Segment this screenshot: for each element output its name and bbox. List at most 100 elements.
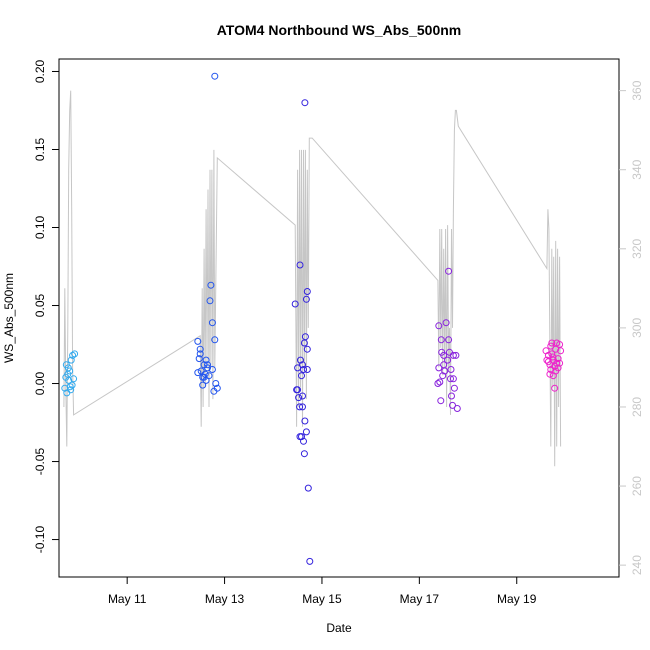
- data-point: [64, 364, 72, 372]
- data-point: [298, 372, 305, 380]
- data-point: [449, 375, 457, 383]
- y-axis: -0.10 -0.05 0.00 0.05 0.10 0.15 0.20: [33, 59, 59, 553]
- data-point: [450, 384, 458, 392]
- data-point: [194, 369, 202, 377]
- data-point: [67, 356, 75, 364]
- data-point: [554, 364, 562, 372]
- data-point: [543, 356, 551, 364]
- plot-frame: [58, 58, 620, 578]
- y-tick-label: 0.05: [33, 294, 47, 318]
- data-point: [196, 350, 204, 358]
- y2-tick-label: 320: [630, 238, 644, 258]
- data-point: [66, 383, 74, 391]
- y-tick-label: 0.15: [33, 137, 47, 161]
- line-series-layer: [63, 90, 562, 467]
- y2-tick-label: 260: [630, 476, 644, 496]
- data-point: [442, 319, 450, 327]
- data-point: [205, 372, 213, 380]
- data-point: [208, 366, 216, 373]
- x-tick-label: May 13: [205, 592, 245, 606]
- data-point: [299, 403, 306, 411]
- data-point: [439, 372, 447, 380]
- x-axis: May 11 May 13 May 15 May 17 May 19: [108, 577, 537, 606]
- data-point: [299, 361, 306, 369]
- data-point: [301, 99, 309, 107]
- data-point: [445, 336, 453, 344]
- data-point: [206, 297, 214, 305]
- data-point: [195, 355, 203, 363]
- data-point: [70, 375, 78, 383]
- y-tick-label: 0.20: [33, 59, 47, 83]
- line-series: [63, 90, 562, 467]
- data-point: [434, 380, 442, 387]
- data-point: [547, 342, 555, 350]
- data-point: [435, 322, 443, 330]
- data-point: [299, 392, 306, 400]
- data-point: [301, 417, 309, 425]
- data-point: [62, 373, 70, 381]
- data-point: [194, 337, 202, 345]
- data-point: [300, 437, 307, 445]
- data-point: [556, 341, 564, 348]
- data-point: [303, 345, 311, 353]
- y2-tick-label: 300: [630, 318, 644, 338]
- data-point: [437, 336, 445, 344]
- data-point: [294, 364, 302, 372]
- data-point: [302, 428, 310, 436]
- data-point: [207, 281, 215, 289]
- data-point: [293, 386, 301, 394]
- data-point: [445, 267, 453, 275]
- data-point: [549, 353, 557, 361]
- data-point: [200, 373, 208, 381]
- data-point: [306, 557, 314, 565]
- data-point: [300, 339, 308, 347]
- data-point: [549, 372, 557, 380]
- data-point: [212, 380, 220, 387]
- data-point: [447, 366, 455, 373]
- data-point: [553, 359, 561, 367]
- chart-title: ATOM4 Northbound WS_Abs_500nm: [217, 22, 462, 38]
- data-point: [448, 392, 455, 400]
- data-point: [208, 319, 216, 327]
- data-point: [453, 405, 461, 412]
- y-tick-label: 0.10: [33, 216, 47, 240]
- data-point: [204, 361, 211, 369]
- data-point: [196, 345, 204, 353]
- data-point: [444, 356, 452, 364]
- data-point: [297, 356, 304, 364]
- data-point: [436, 378, 444, 386]
- data-point: [437, 397, 445, 405]
- data-point: [303, 288, 311, 295]
- scatter-points-layer: [61, 72, 565, 565]
- data-point: [449, 401, 456, 409]
- y-tick-label: -0.05: [33, 448, 47, 476]
- data-point: [441, 367, 449, 375]
- x-tick-label: May 19: [497, 592, 537, 606]
- data-point: [67, 386, 75, 394]
- data-point: [546, 370, 554, 378]
- data-point: [204, 364, 211, 372]
- data-point: [69, 351, 77, 359]
- data-point: [452, 351, 460, 359]
- y2-tick-label: 360: [630, 80, 644, 100]
- data-point: [304, 484, 312, 492]
- data-point: [551, 384, 559, 392]
- data-point: [199, 381, 207, 389]
- data-point: [449, 351, 457, 359]
- data-point: [435, 364, 443, 372]
- data-point: [544, 358, 552, 366]
- y-axis-right: 240 260 280 300 320 340 360: [619, 80, 644, 575]
- data-point: [302, 295, 310, 303]
- x-axis-label: Date: [326, 621, 352, 635]
- x-tick-label: May 11: [108, 592, 147, 606]
- data-point: [71, 350, 79, 358]
- data-point: [303, 366, 311, 373]
- y2-tick-label: 280: [630, 397, 644, 417]
- data-point: [556, 359, 564, 367]
- data-point: [296, 403, 304, 411]
- data-point: [552, 345, 560, 353]
- data-point: [300, 450, 308, 458]
- data-point: [296, 261, 304, 269]
- y-tick-label: 0.00: [33, 372, 47, 396]
